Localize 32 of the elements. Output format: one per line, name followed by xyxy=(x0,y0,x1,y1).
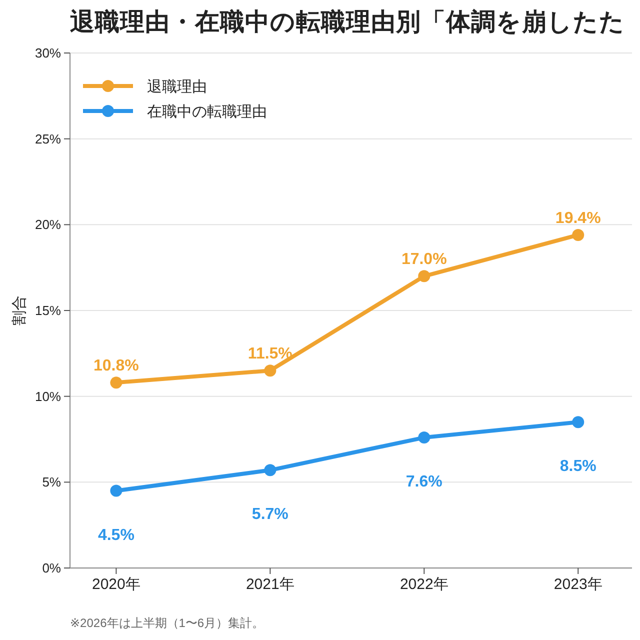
point xyxy=(264,464,276,476)
point xyxy=(572,228,584,241)
legend-label: 退職理由 xyxy=(147,78,207,96)
point xyxy=(418,270,430,282)
ytick: 30% xyxy=(34,46,61,60)
data-label: 8.5% xyxy=(560,458,596,476)
data-label: 7.6% xyxy=(406,474,442,491)
ytick: 5% xyxy=(42,474,61,490)
data-label: 17.0% xyxy=(401,251,447,268)
xtick: 2021年 xyxy=(246,576,294,593)
xtick: 2022年 xyxy=(400,576,448,593)
ytick: 20% xyxy=(34,217,61,232)
data-label: 11.5% xyxy=(248,346,292,363)
xtick: 2023年 xyxy=(554,576,602,593)
xtick: 2020年 xyxy=(92,576,140,593)
ytick: 15% xyxy=(34,303,61,318)
data-label: 19.4% xyxy=(555,210,601,227)
ylabel: 割合 xyxy=(11,296,28,326)
ytick: 10% xyxy=(34,388,61,404)
point xyxy=(264,364,276,377)
data-label: 10.8% xyxy=(94,358,139,375)
data-label: 5.7% xyxy=(252,506,288,524)
title: 退職理由・在職中の転職理由別「体調を崩したた xyxy=(70,9,625,36)
point xyxy=(110,376,122,389)
point xyxy=(418,432,430,444)
point xyxy=(110,484,122,497)
ytick: 0% xyxy=(42,560,61,576)
data-label: 4.5% xyxy=(98,526,134,544)
annotation: ※2026年は上半期（1〜6月）集計。 xyxy=(70,616,264,630)
point xyxy=(572,416,584,428)
legend-label: 在職中の転職理由 xyxy=(147,104,267,120)
ytick: 25% xyxy=(34,131,61,146)
